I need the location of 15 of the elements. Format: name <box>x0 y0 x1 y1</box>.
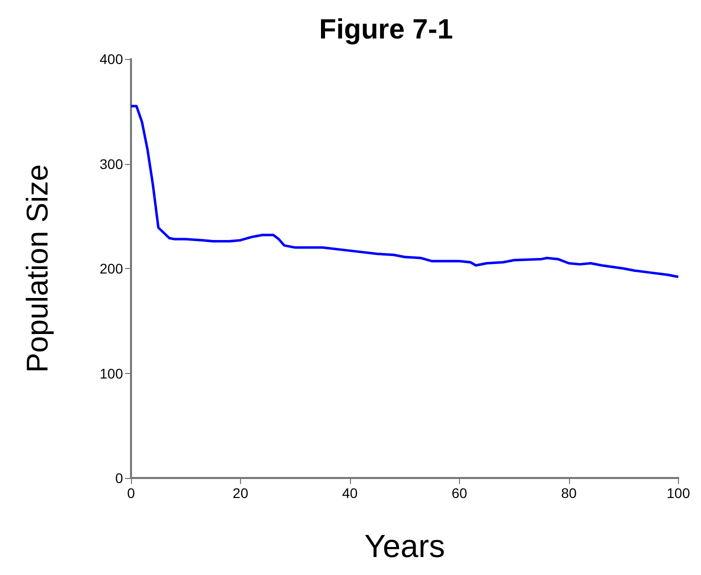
x-tick-label: 40 <box>342 485 358 501</box>
x-tick-label: 20 <box>232 485 248 501</box>
chart-title: Figure 7-1 <box>319 14 453 44</box>
x-tick-label: 0 <box>127 485 136 501</box>
x-tick-label: 100 <box>666 485 690 501</box>
y-tick-label: 0 <box>115 470 124 486</box>
y-tick-label: 100 <box>100 365 124 382</box>
y-axis-title: Population Size <box>22 164 54 373</box>
x-axis-title: Years <box>364 528 445 564</box>
y-tick-label: 300 <box>100 156 124 172</box>
x-tick-label: 80 <box>561 485 577 501</box>
line-series <box>130 104 680 278</box>
x-tick-label: 60 <box>452 485 468 501</box>
y-tick-label: 400 <box>100 51 124 67</box>
y-tick-label: 200 <box>100 260 124 276</box>
